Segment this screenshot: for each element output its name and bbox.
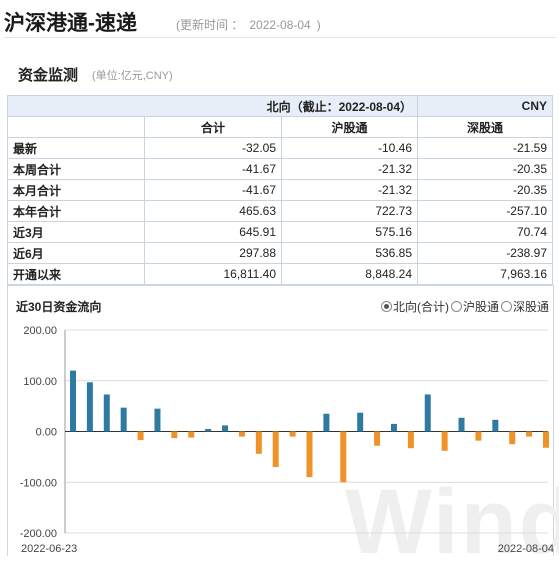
bar [340,431,347,483]
table-header-row: 北向（截止：2022-08-04） CNY [6,95,554,117]
bar [509,431,516,445]
bar [137,431,144,441]
bar [222,425,229,432]
radio-icon[interactable] [450,301,462,312]
legend-option[interactable]: 北向(合计) [380,298,449,315]
table-row: 本年合计 465.63 722.73 -257.10 [7,200,554,222]
x-end-label: 2022-08-04 [498,543,554,555]
table-column-row: 合计 沪股通 深股通 [7,116,554,138]
table-row: 开通以来 16,811.40 8,848.24 7,963.16 [7,263,554,285]
bar [357,412,364,432]
bar [458,417,465,432]
bar [188,431,195,438]
bar [306,431,313,478]
legend-option[interactable]: 沪股通 [450,298,499,315]
bar [526,431,533,437]
bar [475,431,482,441]
header-currency: CNY [417,95,554,117]
cell-value: 297.88 [144,242,282,264]
y-tick-label: -200.00 [20,528,57,540]
cell-value: -20.35 [417,158,554,180]
bar [390,423,397,432]
update-info: (更新时间 ： 2022-08-04) [176,16,327,33]
row-label: 近3月 [7,221,145,243]
x-start-label: 2022-06-23 [21,543,77,555]
legend-option-label: 沪股通 [462,300,499,314]
cell-value: 722.73 [280,200,419,222]
column-header: 深股通 [417,116,554,138]
cell-value: 7,963.16 [417,263,554,285]
bar [86,382,93,432]
y-tick-label: -100.00 [20,477,57,489]
table-row: 近6月 297.88 536.85 -238.97 [7,242,554,264]
section-title: 资金监测 [18,67,79,84]
radio-icon[interactable] [380,301,392,312]
table-row: 近3月 645.91 575.16 70.74 [7,221,554,243]
bar [255,431,262,454]
cell-value: 575.16 [280,221,419,243]
legend-option-label: 深股通 [512,300,549,314]
bar [424,394,431,432]
update-prefix: (更新时间 ： [176,18,244,32]
update-date: 2022-08-04 [249,18,311,32]
table-row: 本周合计 -41.67 -21.32 -20.35 [7,158,554,180]
row-label: 开通以来 [7,263,145,285]
header-northbound: 北向（截止：2022-08-04） [6,95,419,117]
legend-option-label: 北向(合计) [392,300,449,314]
cell-value: 8,848.24 [280,263,419,285]
bar [171,431,178,439]
bar [492,419,499,432]
radio-icon[interactable] [500,301,512,312]
title-divider [4,37,556,38]
y-tick-label: 0.00 [36,427,57,439]
bar [238,431,245,437]
series-selector: 北向(合计) 沪股通 深股通 [380,298,549,315]
bar [103,394,110,432]
chart-title: 近30日资金流向 [16,300,102,314]
bar [374,431,381,446]
watermark: Wind [345,471,559,573]
legend-option[interactable]: 深股通 [500,298,549,315]
y-tick-label: 200.00 [23,325,57,337]
bar [154,408,161,432]
bar [70,370,76,432]
bar [205,428,212,432]
bar [407,431,414,449]
cell-value: -21.32 [280,158,419,180]
unit-note: (单位:亿元,CNY) [92,70,173,82]
column-header: 沪股通 [280,116,419,138]
bar [323,413,330,432]
flow-bar-chart: -200.00 -100.00 0.00 100.00 200.00 2022-06-23… [20,325,554,555]
y-tick-label: 100.00 [23,376,57,388]
page-title: 沪深港通-速递 [4,12,137,35]
row-label: 近6月 [7,242,145,264]
bar [289,431,296,437]
update-suffix: ) [316,18,321,32]
bar [441,431,448,451]
cell-value: -41.67 [144,158,282,180]
bar [120,407,127,432]
bar [543,431,549,448]
cell-value: 16,811.40 [144,263,282,285]
fund-monitor-table: 北向（截止：2022-08-04） CNY 合计 沪股通 深股通 最新 -32.0… [6,95,554,285]
chart-panel [7,285,554,556]
bar [272,431,279,468]
